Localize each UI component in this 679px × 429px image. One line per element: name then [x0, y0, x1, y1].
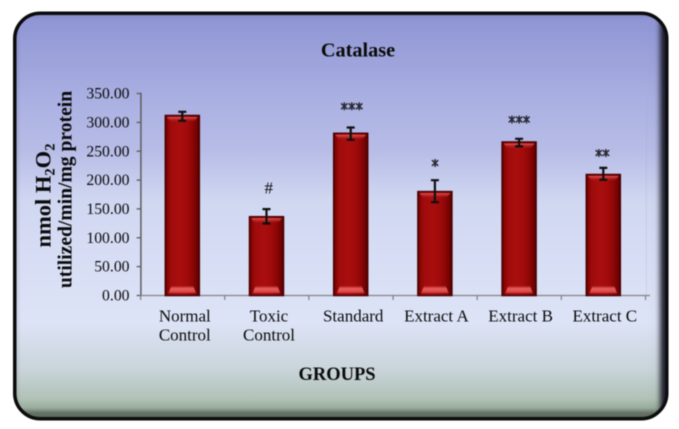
- svg-text:150.00: 150.00: [86, 201, 129, 218]
- svg-text:300.00: 300.00: [86, 115, 129, 132]
- svg-text:Extract A: Extract A: [404, 307, 469, 326]
- svg-text:Standard: Standard: [323, 307, 384, 326]
- svg-text:Extract B: Extract B: [488, 307, 553, 326]
- svg-text:350.00: 350.00: [86, 86, 129, 103]
- svg-text:GROUPS: GROUPS: [298, 365, 375, 385]
- svg-text:Control: Control: [243, 326, 295, 345]
- svg-text:Catalase: Catalase: [321, 39, 395, 61]
- svg-text:Toxic: Toxic: [250, 307, 289, 326]
- svg-text:nmol H2O2: nmol H2O2: [31, 144, 59, 248]
- svg-text:200.00: 200.00: [86, 172, 129, 189]
- svg-text:0.00: 0.00: [102, 288, 130, 305]
- svg-text:utilized/min/mg protein: utilized/min/mg protein: [56, 91, 77, 288]
- svg-text:50.00: 50.00: [94, 259, 129, 276]
- svg-text:100.00: 100.00: [86, 230, 129, 247]
- svg-text:#: #: [265, 178, 274, 197]
- svg-text:Normal: Normal: [159, 307, 211, 326]
- svg-text:Control: Control: [159, 326, 211, 345]
- svg-text:Extract C: Extract C: [572, 307, 637, 326]
- svg-text:250.00: 250.00: [86, 143, 129, 160]
